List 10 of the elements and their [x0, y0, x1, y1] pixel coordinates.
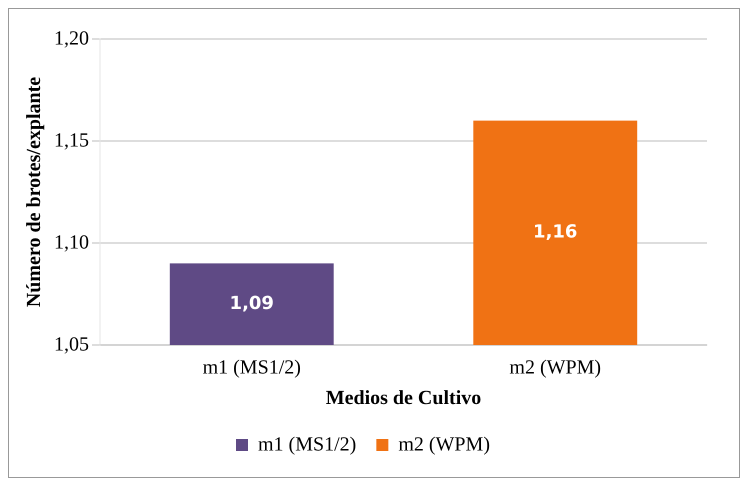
legend-label: m2 (WPM): [398, 433, 490, 456]
y-tick-label: 1,15: [54, 129, 89, 152]
legend-label: m1 (MS1/2): [258, 433, 356, 456]
y-tick-label: 1,05: [54, 333, 89, 356]
data-label: 1,16: [533, 221, 578, 242]
x-axis-title: Medios de Cultivo: [326, 387, 482, 410]
data-label: 1,09: [230, 292, 274, 314]
y-tick-label: 1,20: [54, 27, 89, 50]
y-tick-label: 1,10: [54, 231, 89, 254]
y-axis-title: Número de brotes/explante: [23, 76, 46, 308]
